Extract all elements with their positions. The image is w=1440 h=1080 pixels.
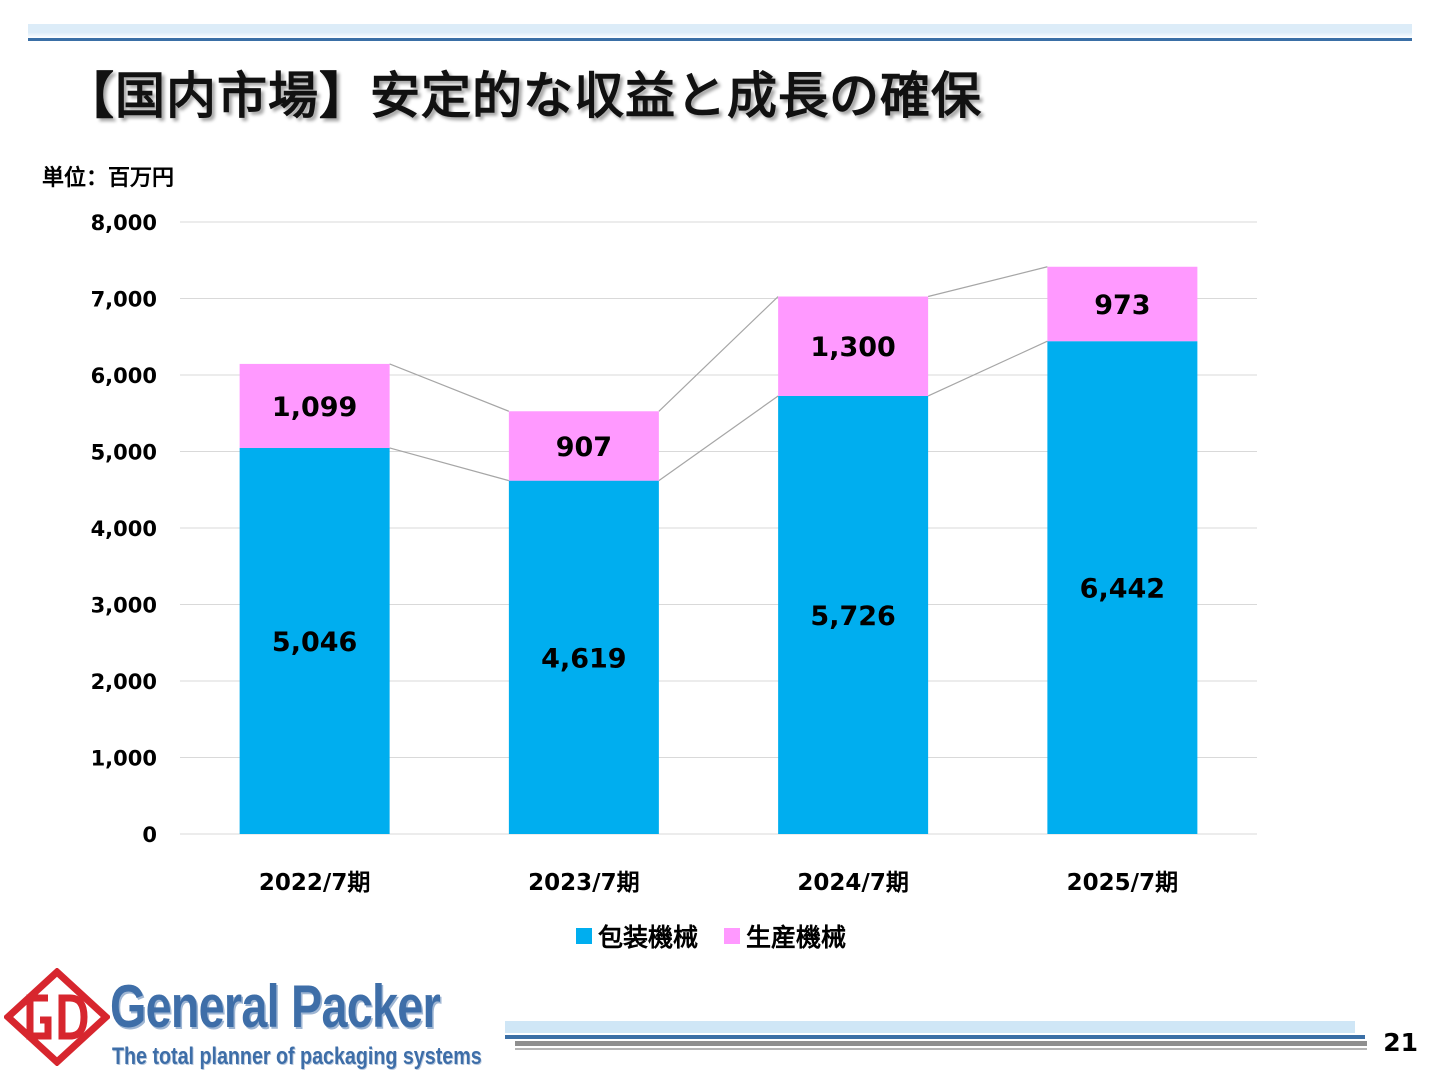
data-label-production: 907: [556, 432, 612, 463]
y-tick-label: 1,000: [91, 747, 157, 771]
data-label-packaging: 5,046: [272, 627, 357, 658]
data-label-production: 1,099: [272, 392, 357, 423]
bar-production: [508, 411, 659, 481]
y-tick-label: 6,000: [91, 364, 157, 388]
header-rule: [28, 38, 1412, 41]
y-tick-label: 3,000: [91, 594, 157, 618]
company-tagline: The total planner of packaging systems: [112, 1043, 482, 1070]
data-label-packaging: 6,442: [1080, 574, 1165, 605]
legend-swatch-packaging: [576, 928, 592, 944]
legend-swatch-production: [724, 928, 741, 944]
y-tick-label: 4,000: [91, 517, 157, 541]
bar-packaging: [1047, 341, 1198, 834]
y-tick-label: 8,000: [91, 211, 157, 235]
chart-legend: 包装機械 生産機械: [576, 918, 846, 954]
y-tick-label: 0: [142, 823, 157, 847]
bar-production: [1047, 266, 1198, 342]
bar-packaging: [239, 447, 390, 834]
series-connector-line: [927, 340, 1048, 397]
legend-label-production: 生産機械: [746, 923, 847, 952]
footer-rule-light: [515, 1048, 1367, 1050]
company-name: General Packer: [110, 973, 441, 1040]
page-number: 21: [1383, 1028, 1418, 1057]
y-tick-label: 7,000: [91, 288, 157, 312]
data-label-production: 1,300: [810, 332, 895, 363]
footer-rule-gray: [515, 1041, 1367, 1046]
footer-band: [505, 1021, 1355, 1033]
data-label-packaging: 5,726: [810, 601, 895, 632]
series-connector-line: [389, 447, 510, 482]
header-band: [28, 24, 1412, 38]
series-connector-line: [927, 266, 1048, 298]
unit-label: 単位：百万円: [42, 166, 175, 191]
series-connector-line: [658, 296, 779, 412]
x-category-label: 2024/7期: [797, 870, 908, 896]
y-tick-label: 2,000: [91, 670, 157, 694]
legend-item-production: 生産機械: [724, 918, 846, 954]
company-logo-icon: [4, 968, 110, 1066]
legend-item-packaging: 包装機械: [576, 918, 698, 954]
x-category-label: 2023/7期: [528, 870, 639, 896]
series-connector-line: [389, 363, 510, 412]
page-title: 【国内市場】安定的な収益と成長の確保: [64, 67, 982, 125]
footer-rule: [505, 1035, 1365, 1039]
x-category-label: 2025/7期: [1067, 870, 1178, 896]
bar-production: [778, 296, 929, 396]
data-label-production: 973: [1094, 290, 1150, 321]
legend-label-packaging: 包装機械: [598, 923, 699, 952]
y-tick-label: 5,000: [91, 441, 157, 465]
bar-packaging: [508, 480, 659, 834]
x-category-label: 2022/7期: [259, 870, 370, 896]
data-label-packaging: 4,619: [541, 643, 626, 674]
series-connector-line: [658, 395, 779, 482]
bar-packaging: [778, 395, 929, 834]
bar-production: [239, 363, 390, 448]
